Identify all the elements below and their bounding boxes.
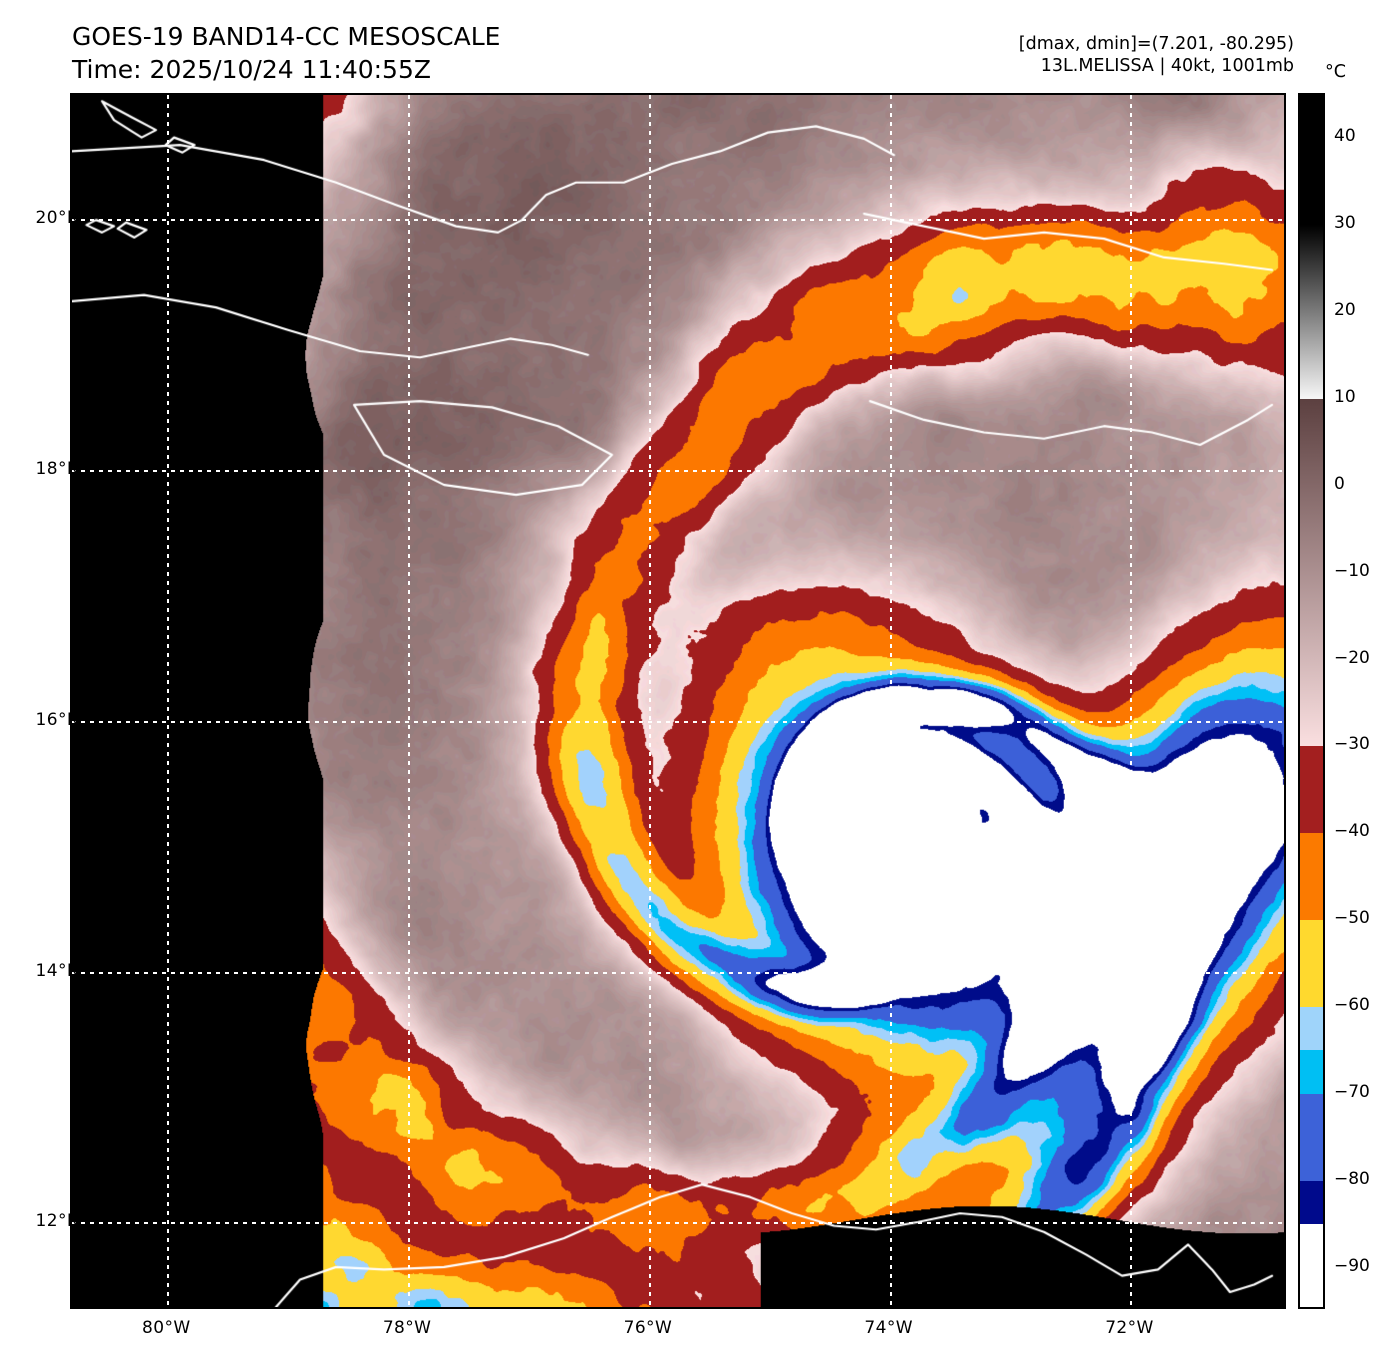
lon-tick-label: 80°W xyxy=(142,1318,191,1338)
satellite-map[interactable]: Copyright © 2020-2025 Dapiya xyxy=(70,93,1286,1309)
colorbar-segment-3 xyxy=(1300,746,1323,834)
lon-tick-label: 74°W xyxy=(864,1318,913,1338)
colorbar-tick-label: −10 xyxy=(1334,560,1370,581)
dminmax-readout: [dmax, dmin]=(7.201, -80.295) xyxy=(1018,34,1294,54)
colorbar-segment-7 xyxy=(1300,1050,1323,1094)
colorbar-segment-0 xyxy=(1300,95,1323,226)
satellite-imagery-canvas xyxy=(72,95,1284,1307)
temperature-colorbar[interactable] xyxy=(1298,93,1325,1309)
lat-tick-label: 20°N xyxy=(35,208,80,229)
colorbar-segment-6 xyxy=(1300,1007,1323,1051)
colorbar-tick-label: −50 xyxy=(1334,908,1370,929)
lat-tick-label: 16°N xyxy=(35,709,80,730)
colorbar-segment-2 xyxy=(1300,399,1323,747)
colorbar-tick-label: 10 xyxy=(1334,387,1356,407)
lon-tick-label: 72°W xyxy=(1105,1318,1154,1338)
colorbar-tick-label: 30 xyxy=(1334,213,1356,234)
colorbar-tick-label: −90 xyxy=(1334,1255,1370,1276)
product-title: GOES-19 BAND14-CC MESOSCALE xyxy=(72,22,501,51)
lon-tick-label: 78°W xyxy=(382,1318,432,1338)
colorbar-tick-label: −60 xyxy=(1334,995,1370,1015)
colorbar-tick-label: −80 xyxy=(1334,1168,1370,1189)
product-time: Time: 2025/10/24 11:40:55Z xyxy=(72,54,431,84)
page-title: GOES-19 BAND14-CC MESOSCALE Time: 2025/1… xyxy=(72,21,500,86)
colorbar-segment-9 xyxy=(1300,1180,1323,1225)
colorbar-tick-label: −70 xyxy=(1334,1081,1370,1102)
colorbar-tick-label: −30 xyxy=(1334,734,1370,755)
colorbar-segment-10 xyxy=(1300,1224,1323,1307)
metadata-block: [dmax, dmin]=(7.201, -80.295) 13L.MELISS… xyxy=(1019,33,1294,78)
colorbar-segment-5 xyxy=(1300,920,1323,1007)
colorbar-tick-label: −40 xyxy=(1334,821,1370,842)
lat-tick-label: 18°N xyxy=(35,459,80,480)
colorbar-tick-label: 20 xyxy=(1334,300,1356,321)
lon-tick-label: 76°W xyxy=(623,1318,673,1338)
colorbar-segment-8 xyxy=(1300,1093,1323,1181)
colorbar-unit-label: °C xyxy=(1325,62,1346,82)
lat-tick-label: 12°N xyxy=(35,1211,80,1232)
colorbar-segment-1 xyxy=(1300,225,1323,399)
colorbar-tick-label: 0 xyxy=(1334,473,1345,494)
colorbar-tick-label: 40 xyxy=(1334,126,1356,147)
colorbar-segment-4 xyxy=(1300,833,1323,921)
lat-tick-label: 14°N xyxy=(35,960,80,981)
colorbar-tick-label: −20 xyxy=(1334,647,1370,668)
storm-readout: 13L.MELISSA | 40kt, 1001mb xyxy=(1040,56,1294,77)
